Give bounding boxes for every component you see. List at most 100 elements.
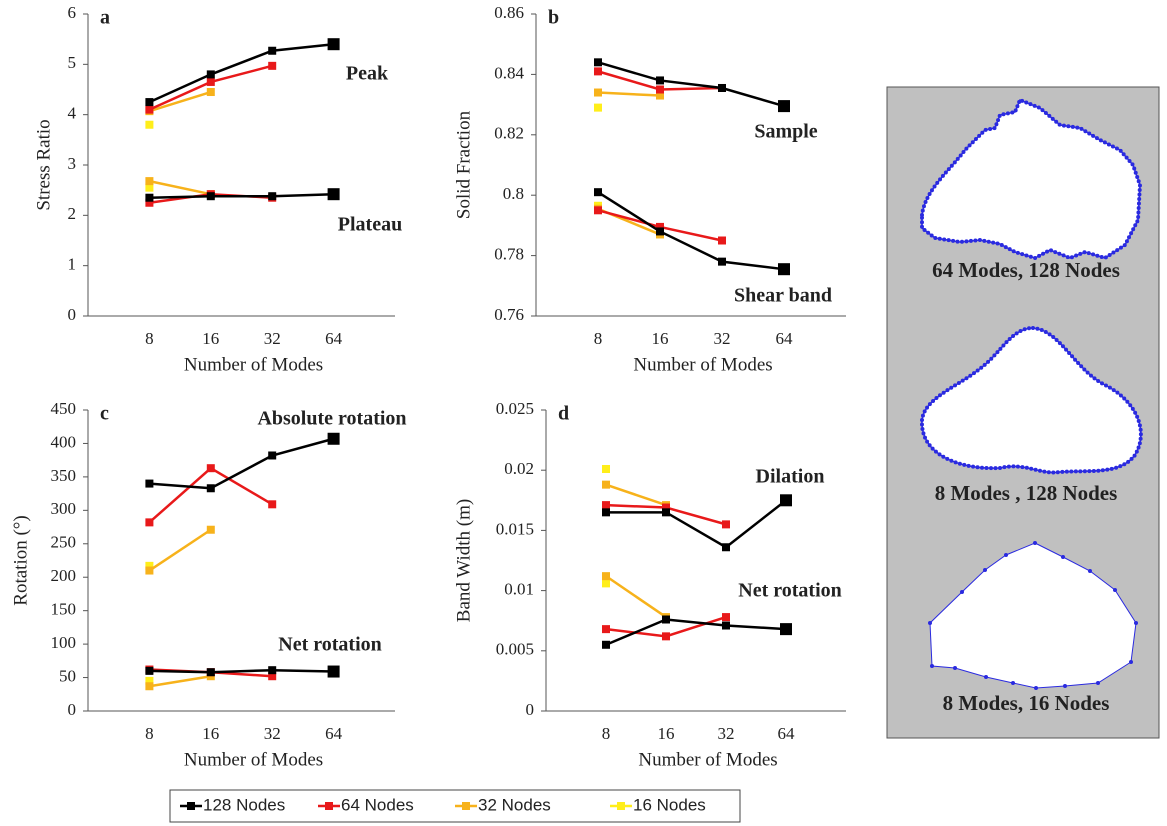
point (722, 543, 730, 552)
series-line (149, 674, 212, 688)
point (145, 105, 154, 114)
point (268, 192, 277, 201)
point (594, 103, 602, 112)
y-tick-label: 400 (51, 432, 77, 451)
point (656, 91, 664, 100)
point (602, 572, 610, 581)
y-tick-label: 4 (68, 104, 77, 123)
point (206, 464, 215, 473)
x-axis-label: Number of Modes (184, 749, 323, 770)
legend-marker (462, 802, 470, 810)
x-tick-label: 8 (145, 724, 154, 743)
y-tick-label: 0.8 (503, 184, 524, 203)
y-tick-label: 0.025 (496, 399, 534, 418)
point (718, 236, 726, 245)
point (145, 518, 154, 527)
series-line (149, 90, 212, 113)
point (145, 198, 154, 207)
annotation: Net rotation (738, 580, 842, 602)
point (662, 508, 670, 517)
point (206, 77, 215, 86)
y-axis-label: Band Width (m) (453, 499, 474, 622)
point (145, 561, 154, 570)
series-line (148, 42, 334, 104)
point (602, 501, 610, 510)
y-tick-label: 0.86 (494, 3, 524, 22)
point (602, 640, 610, 649)
x-tick-label: 64 (776, 329, 794, 348)
point (145, 676, 154, 685)
point (327, 665, 340, 678)
point (662, 503, 670, 512)
point (662, 632, 670, 641)
point (145, 479, 154, 488)
point (780, 494, 792, 507)
panel-letter: d (558, 403, 569, 425)
annotation: Peak (346, 63, 389, 85)
annotation: Shear band (734, 285, 832, 307)
point (656, 76, 664, 85)
y-tick-label: 100 (51, 633, 77, 652)
y-tick-label: 6 (68, 3, 77, 22)
series-line (149, 179, 212, 196)
x-tick-label: 32 (264, 329, 281, 348)
point (145, 566, 154, 575)
y-tick-label: 300 (51, 499, 77, 518)
point (602, 625, 610, 634)
x-tick-label: 64 (325, 329, 343, 348)
point (145, 120, 154, 129)
y-tick-label: 450 (51, 399, 77, 418)
x-tick-label: 8 (145, 329, 154, 348)
y-axis-label: Stress Ratio (33, 119, 54, 210)
point (268, 451, 277, 460)
point (145, 666, 154, 675)
y-axis-label: Solid Fraction (453, 110, 474, 219)
y-tick-label: 0 (68, 700, 77, 719)
shape-nodes (920, 97, 1143, 261)
series-line (597, 191, 785, 271)
point (602, 579, 610, 588)
point (780, 623, 792, 636)
point (594, 88, 602, 97)
x-tick-label: 8 (594, 329, 603, 348)
series-line (597, 61, 785, 108)
x-tick-label: 32 (264, 724, 281, 743)
series-line (597, 91, 661, 97)
y-tick-label: 5 (68, 53, 77, 72)
y-tick-label: 350 (51, 466, 77, 485)
panel-letter: a (100, 7, 110, 29)
shape-outline (929, 542, 1137, 689)
series-line (149, 192, 334, 199)
x-tick-label: 64 (778, 724, 796, 743)
series-line (606, 499, 787, 549)
point (268, 46, 277, 55)
point (594, 67, 602, 76)
y-tick-label: 0.84 (494, 63, 524, 82)
legend-label: 64 Nodes (341, 795, 414, 814)
y-tick-label: 0.76 (494, 305, 524, 324)
point (206, 88, 215, 97)
point (718, 257, 726, 266)
point (145, 682, 154, 691)
shape-label: 8 Modes , 128 Nodes (935, 481, 1118, 505)
annotation: Dilation (756, 466, 825, 488)
point (145, 193, 154, 202)
y-tick-label: 200 (51, 566, 77, 585)
panel-letter: c (100, 403, 109, 425)
y-tick-label: 50 (59, 666, 76, 685)
x-tick-label: 64 (325, 724, 343, 743)
legend-marker (325, 802, 333, 810)
point (206, 70, 215, 79)
y-tick-label: 0.82 (494, 124, 524, 143)
y-tick-label: 0.015 (496, 519, 534, 538)
y-tick-label: 0 (526, 700, 535, 719)
point (602, 508, 610, 517)
x-axis-label: Number of Modes (633, 354, 772, 375)
series-line (149, 437, 334, 490)
y-tick-label: 0.02 (504, 459, 534, 478)
point (268, 666, 277, 675)
point (206, 525, 215, 534)
point (778, 100, 790, 113)
point (656, 85, 664, 94)
y-tick-label: 2 (68, 204, 77, 223)
